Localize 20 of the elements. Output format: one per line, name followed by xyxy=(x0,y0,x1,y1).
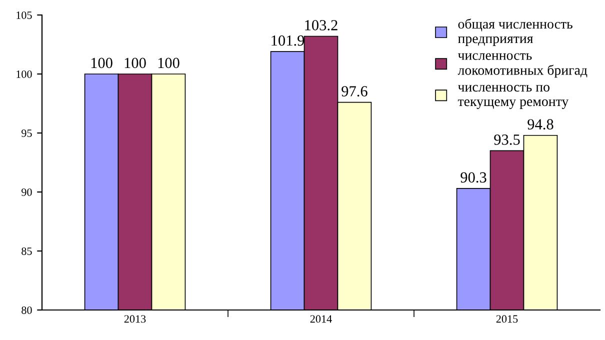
y-tick-label: 85 xyxy=(22,247,32,255)
y-tick-label: 100 xyxy=(16,70,32,78)
data-label: 100 xyxy=(91,58,112,68)
legend-label: численность по текущему ремонту xyxy=(458,84,569,109)
data-label: 103.2 xyxy=(305,20,338,30)
y-tick-label: 105 xyxy=(16,11,32,19)
data-label: 93.5 xyxy=(494,134,520,145)
legend-label: численность локомотивных бригад xyxy=(458,53,588,78)
data-label: 101.9 xyxy=(272,35,304,46)
x-tick-label: 2014 xyxy=(310,315,332,323)
x-tick-label: 2015 xyxy=(496,315,518,323)
y-tick-label: 90 xyxy=(22,188,32,196)
x-tick-label: 2013 xyxy=(124,315,146,323)
y-tick-label: 80 xyxy=(22,306,32,314)
data-label: 100 xyxy=(124,58,146,68)
data-label: 94.8 xyxy=(528,119,554,130)
y-tick-label: 95 xyxy=(22,129,32,137)
data-label: 97.6 xyxy=(342,86,368,97)
data-label: 100 xyxy=(158,58,180,68)
data-label: 90.3 xyxy=(460,172,486,183)
